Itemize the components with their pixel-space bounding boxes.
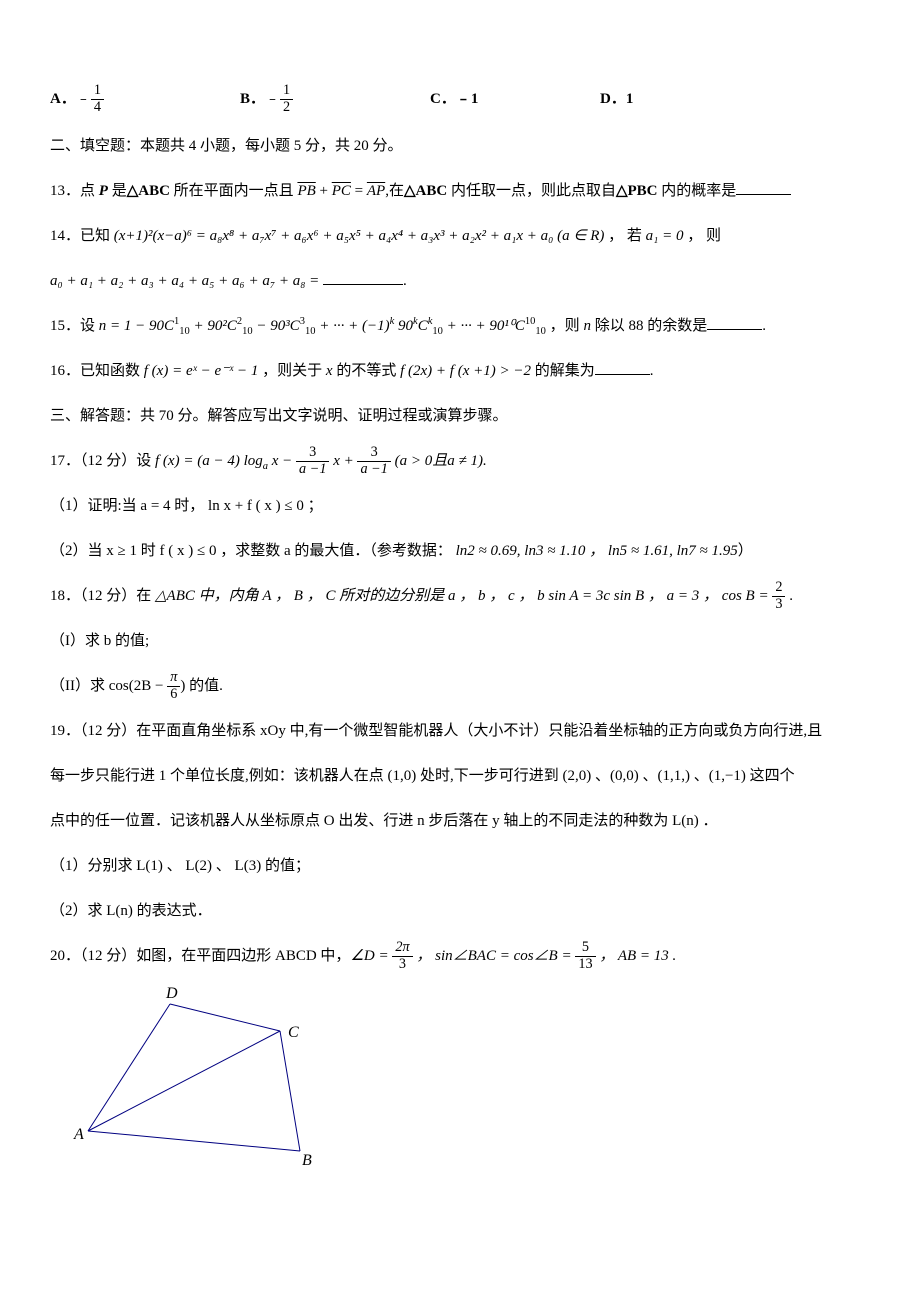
quadrilateral-svg: A B C D xyxy=(70,986,330,1166)
svg-text:A: A xyxy=(73,1126,84,1143)
choice-a: A． ﹣ 1 4 xyxy=(50,80,240,119)
question-18-part2: （II）求 cos(2B − π6) 的值. xyxy=(50,667,870,706)
question-13: 13．点 P 是△ABC 所在平面内一点且 PB + PC = AP,在△ABC… xyxy=(50,172,870,211)
choice-b-prefix: ﹣ xyxy=(265,80,280,119)
choice-b-frac: 1 2 xyxy=(280,83,293,115)
blank-q14 xyxy=(323,272,403,286)
choice-d: D． 1 xyxy=(600,80,633,119)
blank-q13 xyxy=(736,182,791,196)
question-14-line2: a₀ + a₁ + a₂ + a₃ + a₄ + a₅ + a₆ + a₇ + … xyxy=(50,262,870,301)
svg-text:D: D xyxy=(165,986,178,1002)
section-2-heading: 二、填空题：本题共 4 小题，每小题 5 分，共 20 分。 xyxy=(50,127,870,166)
question-20: 20．（12 分）如图，在平面四边形 ABCD 中，∠D = 2π3 ， sin… xyxy=(50,937,870,976)
choice-d-value: 1 xyxy=(626,80,634,119)
question-19-line3: 点中的任一位置．记该机器人从坐标原点 O 出发、行进 n 步后落在 y 轴上的不… xyxy=(50,802,870,841)
svg-text:B: B xyxy=(302,1152,312,1166)
choice-d-label: D． xyxy=(600,80,626,119)
quadrilateral-figure: A B C D xyxy=(70,986,870,1182)
choice-a-label: A． xyxy=(50,80,76,119)
choice-b-label: B． xyxy=(240,80,265,119)
svg-text:C: C xyxy=(288,1024,299,1041)
choice-a-frac: 1 4 xyxy=(91,83,104,115)
choice-a-prefix: ﹣ xyxy=(76,80,91,119)
question-19-part2: （2）求 L(n) 的表达式． xyxy=(50,892,870,931)
question-12-choices: A． ﹣ 1 4 B． ﹣ 1 2 C． ﹣1 D． 1 xyxy=(50,80,870,119)
question-17-part2: （2）当 x ≥ 1 时 f ( x ) ≤ 0 ，求整数 a 的最大值．（参考… xyxy=(50,532,870,571)
choice-b: B． ﹣ 1 2 xyxy=(240,80,430,119)
question-17: 17．（12 分）设 f (x) = (a − 4) loga x − 3a −… xyxy=(50,442,870,481)
question-18-part1: （I）求 b 的值; xyxy=(50,622,870,661)
choice-c-value: ﹣1 xyxy=(456,80,479,119)
question-19-line1: 19．（12 分）在平面直角坐标系 xOy 中,有一个微型智能机器人（大小不计）… xyxy=(50,712,870,751)
question-19-line2: 每一步只能行进 1 个单位长度,例如：该机器人在点 (1,0) 处时,下一步可行… xyxy=(50,757,870,796)
choice-c-label: C． xyxy=(430,80,456,119)
section-3-heading: 三、解答题：共 70 分。解答应写出文字说明、证明过程或演算步骤。 xyxy=(50,397,870,436)
choice-c: C． ﹣1 xyxy=(430,80,600,119)
question-17-part1: （1）证明:当 a = 4 时， ln x + f ( x ) ≤ 0 ； xyxy=(50,487,870,526)
question-15: 15．设 n = 1 − 90C110 + 90²C210 − 90³C310 … xyxy=(50,307,870,346)
blank-q15 xyxy=(707,317,762,331)
question-16: 16．已知函数 f (x) = eˣ − e⁻ˣ − 1 ，则关于 x 的不等式… xyxy=(50,352,870,391)
question-18: 18．（12 分）在 △ABC 中，内角 A ， B ， C 所对的边分别是 a… xyxy=(50,577,870,616)
question-19-part1: （1）分别求 L(1) 、 L(2) 、 L(3) 的值； xyxy=(50,847,870,886)
question-14-line1: 14．已知 (x+1)²(x−a)⁶ = a₈x⁸ + a₇x⁷ + a₆x⁶ … xyxy=(50,217,870,256)
blank-q16 xyxy=(595,362,650,376)
